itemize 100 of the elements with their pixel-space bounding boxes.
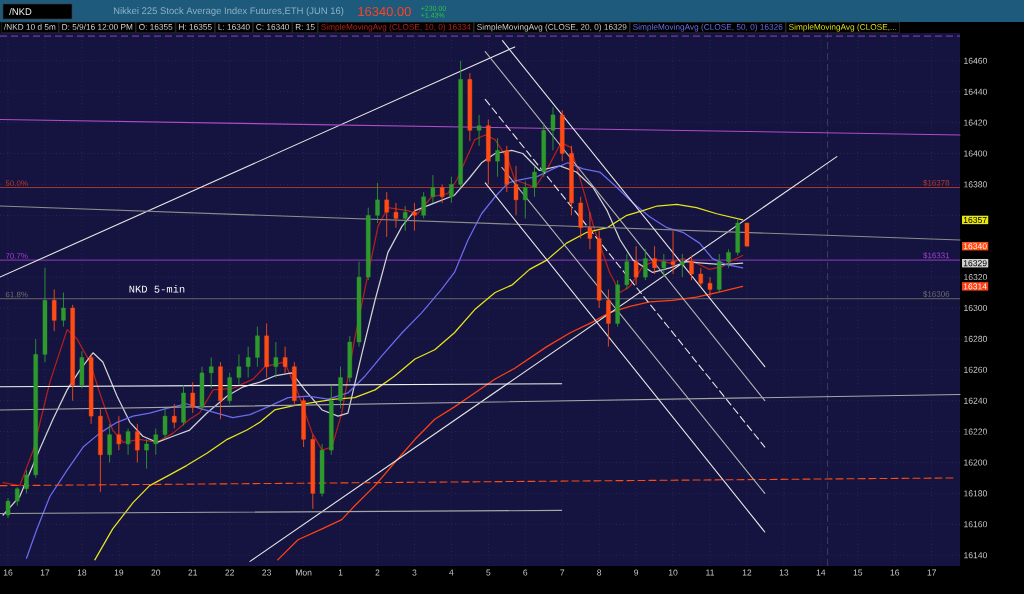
candlestick — [135, 423, 140, 463]
candlestick — [633, 245, 639, 286]
candlestick — [652, 245, 657, 275]
candlestick — [273, 341, 279, 378]
candlestick — [744, 222, 750, 247]
candlestick — [606, 289, 611, 348]
text: R: 15 — [295, 24, 315, 30]
candlestick — [51, 289, 57, 332]
y-tick-label: 16140 — [964, 552, 988, 559]
x-tick-label: 9 — [634, 569, 639, 576]
x-tick-label: 21 — [188, 569, 198, 576]
text: D: 5/9/16 12:00 PM — [62, 23, 133, 30]
candlestick — [255, 326, 260, 368]
x-tick-label: 19 — [114, 569, 124, 576]
x-tick-label: 16 — [890, 569, 900, 576]
y-tick-label: 16329 — [963, 260, 987, 267]
y-tick-label: 16340 — [963, 243, 987, 250]
candlestick — [227, 372, 232, 405]
y-tick-label: 16280 — [964, 335, 988, 342]
text: SimpleMovingAvg (CLOSE, 10, 0) 16334 — [321, 23, 471, 32]
candlestick — [412, 202, 417, 232]
y-tick-label: 16420 — [964, 119, 988, 126]
candlestick — [375, 182, 380, 224]
y-tick-label: 16220 — [964, 428, 988, 435]
x-tick-label: 22 — [225, 569, 235, 576]
x-tick-label: 13 — [779, 569, 789, 576]
candlestick — [421, 191, 426, 219]
text: C: 16340 — [256, 24, 290, 30]
x-tick-label: 6 — [523, 569, 528, 576]
candlestick — [208, 356, 214, 389]
x-tick-label: 12 — [742, 569, 752, 576]
candlestick — [513, 165, 519, 216]
x-tick-label: 8 — [597, 569, 602, 576]
candlestick — [689, 255, 694, 281]
text: SimpleMovingAvg (CLOSE,... — [788, 23, 897, 32]
candlestick — [153, 428, 159, 456]
candlestick — [587, 211, 593, 250]
candlestick — [523, 180, 528, 219]
candlestick — [15, 486, 20, 507]
x-tick-label: 23 — [262, 569, 272, 576]
y-tick-label: 16460 — [964, 57, 988, 64]
candlestick — [726, 248, 731, 269]
x-tick-label: Mon — [295, 569, 312, 576]
y-tick-label: 16380 — [964, 181, 988, 188]
candlestick — [643, 248, 648, 281]
text: /NKD — [9, 8, 32, 15]
text: H: 16355 — [179, 24, 212, 30]
x-tick-label: 15 — [853, 569, 863, 576]
text: SimpleMovingAvg (CLOSE, 50, 0) 16326 — [633, 23, 783, 32]
candlestick — [680, 253, 685, 278]
candlestick — [172, 403, 177, 429]
candlestick — [5, 497, 11, 519]
candlestick — [449, 176, 454, 204]
x-tick-label: 2 — [375, 569, 380, 576]
x-tick-label: 14 — [816, 569, 826, 576]
chart-title: Nikkei 225 Stock Average Index Futures,ETH (JUN 16) — [113, 7, 344, 16]
x-tick-label: 11 — [706, 569, 715, 576]
x-tick-label: 10 — [668, 569, 678, 576]
text: L: 16340 — [218, 24, 250, 30]
x-tick-label: 17 — [40, 569, 50, 576]
y-tick-label: 16320 — [964, 274, 988, 281]
candlestick — [125, 428, 131, 456]
y-tick-label: 16440 — [964, 88, 988, 95]
x-tick-label: 5 — [486, 569, 491, 576]
candlestick — [162, 407, 168, 440]
y-tick-label: 16200 — [964, 459, 988, 466]
candlestick — [24, 469, 29, 494]
y-tick-label: 16314 — [963, 283, 987, 290]
candlestick — [61, 292, 66, 327]
x-tick-label: 16 — [3, 569, 13, 576]
candlestick — [495, 137, 500, 178]
candlestick — [532, 165, 537, 198]
y-tick-label: 16180 — [964, 490, 988, 497]
candlestick — [550, 106, 556, 151]
candlestick — [476, 114, 482, 147]
candlestick — [624, 253, 630, 290]
y-tick-label: 16357 — [963, 216, 987, 223]
candlestick — [116, 415, 122, 451]
candlestick — [661, 253, 667, 278]
candlestick — [338, 366, 343, 409]
candlestick — [393, 202, 399, 229]
candlestick — [282, 346, 288, 374]
candlestick — [190, 381, 195, 414]
y-tick-label: 16240 — [964, 397, 988, 404]
x-tick-label: 3 — [412, 569, 417, 576]
x-tick-label: 1 — [338, 569, 343, 576]
candlestick — [402, 205, 408, 232]
x-tick-label: 7 — [560, 569, 565, 576]
candlestick — [698, 267, 703, 287]
x-tick-label: 20 — [151, 569, 161, 576]
text: O: 16355 — [139, 24, 173, 30]
y-tick-label: 16260 — [964, 366, 988, 373]
y-tick-label: 16300 — [964, 304, 988, 312]
candlestick — [245, 346, 251, 378]
text: SimpleMovingAvg (CLOSE, 20, 0) 16329 — [477, 23, 627, 32]
text: 16340.00 — [358, 6, 411, 17]
candlestick — [236, 353, 242, 386]
candlestick — [670, 230, 676, 275]
candlestick — [384, 191, 389, 238]
candlestick — [107, 423, 112, 463]
